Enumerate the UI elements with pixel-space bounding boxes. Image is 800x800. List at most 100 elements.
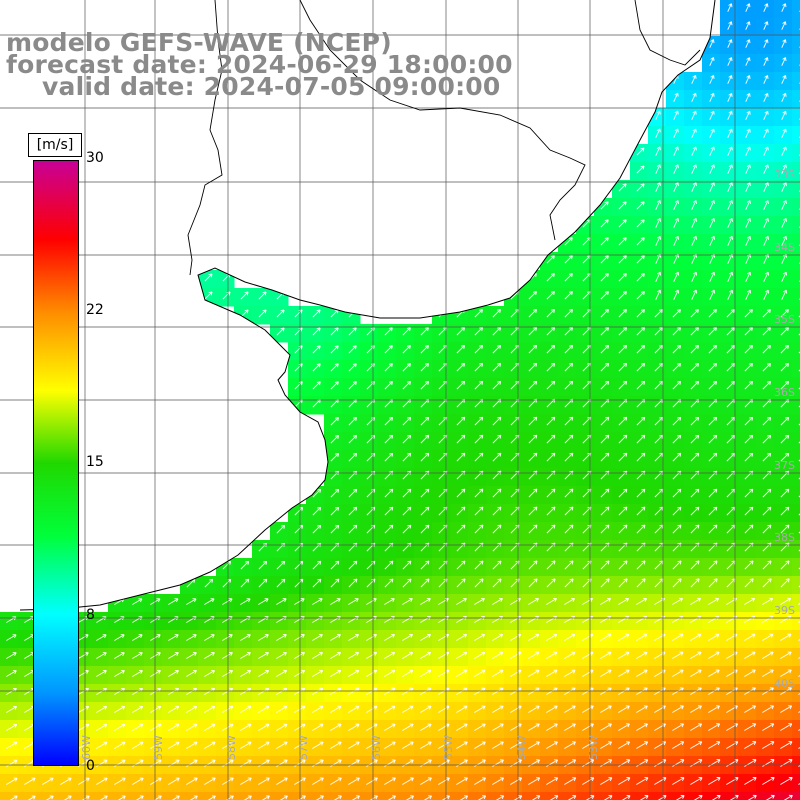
wind-arrow [708, 309, 717, 318]
wind-arrow [600, 309, 609, 318]
wind-arrow [745, 182, 751, 192]
wind-arrow [114, 741, 126, 749]
wind-arrow [348, 452, 358, 462]
wind-arrow [312, 327, 321, 336]
wind-arrow [762, 506, 772, 516]
wind-arrow [690, 633, 702, 641]
wind-arrow [726, 452, 736, 462]
wind-arrow [261, 795, 270, 800]
wind-arrow [528, 560, 538, 570]
wind-arrow [330, 598, 341, 605]
wind-arrow [384, 560, 394, 570]
wind-arrow [528, 669, 540, 677]
wind-arrow [312, 560, 322, 570]
wind-arrow [546, 578, 556, 588]
wind-cell [792, 576, 800, 595]
wind-cell [792, 252, 800, 271]
wind-arrow [492, 524, 502, 534]
wind-arrow [420, 777, 432, 785]
wind-arrow [132, 670, 143, 677]
wind-arrow [438, 777, 450, 785]
wind-arrow [294, 309, 303, 318]
wind-arrow [6, 634, 17, 641]
wind-arrow [727, 21, 733, 30]
wind-arrow [726, 705, 738, 713]
wind-cell [792, 612, 800, 631]
wind-arrow [78, 759, 90, 767]
wind-arrow [690, 488, 700, 498]
wind-arrow [204, 741, 216, 749]
wind-arrow [222, 598, 233, 605]
wind-cell [792, 162, 800, 181]
lat-label: 40S [774, 677, 795, 690]
wind-arrow [546, 723, 558, 731]
wind-arrow [618, 219, 627, 228]
wind-arrow [600, 237, 609, 246]
wind-arrow [708, 345, 717, 354]
wind-arrow [42, 777, 54, 785]
wind-cell [108, 792, 127, 800]
wind-arrow [762, 633, 774, 641]
wind-arrow [762, 488, 772, 498]
wind-arrow [582, 741, 594, 749]
wind-arrow [186, 777, 198, 785]
wind-arrow [456, 506, 466, 516]
wind-arrow [709, 110, 715, 120]
wind-arrow [477, 795, 487, 800]
wind-arrow [762, 723, 775, 731]
wind-arrow [582, 723, 594, 731]
wind-arrow [204, 723, 216, 731]
wind-arrow [492, 362, 502, 372]
wind-arrow [655, 289, 662, 300]
wind-arrow [81, 795, 90, 800]
wind-arrow [618, 237, 627, 246]
wind-arrow [546, 291, 555, 300]
wind-arrow [781, 21, 787, 30]
wind-arrow [709, 271, 716, 282]
wind-arrow [492, 651, 504, 659]
wind-arrow [690, 597, 702, 605]
wind-cell [540, 792, 559, 800]
wind-arrow [276, 759, 288, 767]
wind-arrow [348, 723, 360, 731]
wind-arrow [456, 705, 468, 713]
wind-arrow [312, 634, 323, 641]
wind-arrow [510, 597, 521, 605]
wind-arrow [474, 633, 486, 641]
wind-arrow [312, 363, 321, 372]
wind-arrow [546, 741, 558, 749]
wind-arrow [150, 741, 162, 749]
wind-arrow [546, 524, 556, 534]
wind-cell [648, 792, 667, 800]
wind-arrow [780, 705, 793, 713]
wind-arrow [672, 434, 682, 444]
wind-arrow [384, 524, 394, 534]
wind-arrow [186, 634, 197, 641]
wind-arrow [420, 488, 430, 498]
wind-cell [792, 288, 800, 307]
wind-arrow [600, 777, 613, 785]
wind-arrow [528, 524, 538, 534]
wind-arrow [150, 705, 162, 713]
wind-arrow [276, 560, 286, 570]
wind-arrow [600, 452, 610, 462]
wind-arrow [294, 363, 303, 372]
wind-arrow [330, 327, 339, 336]
wind-arrow [780, 560, 790, 570]
wind-arrow [348, 560, 358, 570]
wind-cell [288, 792, 307, 800]
wind-arrow [744, 776, 757, 785]
lat-label: 37S [774, 459, 795, 472]
wind-arrow [781, 128, 787, 138]
wind-arrow [654, 669, 666, 677]
wind-arrow [312, 723, 324, 731]
wind-arrow [690, 651, 702, 659]
wind-arrow [708, 669, 720, 677]
wind-arrow [762, 741, 775, 749]
wind-arrow [744, 651, 756, 659]
wind-arrow [564, 273, 573, 282]
wind-arrow [636, 705, 648, 713]
wind-arrow [6, 759, 18, 767]
wind-arrow [582, 705, 594, 713]
